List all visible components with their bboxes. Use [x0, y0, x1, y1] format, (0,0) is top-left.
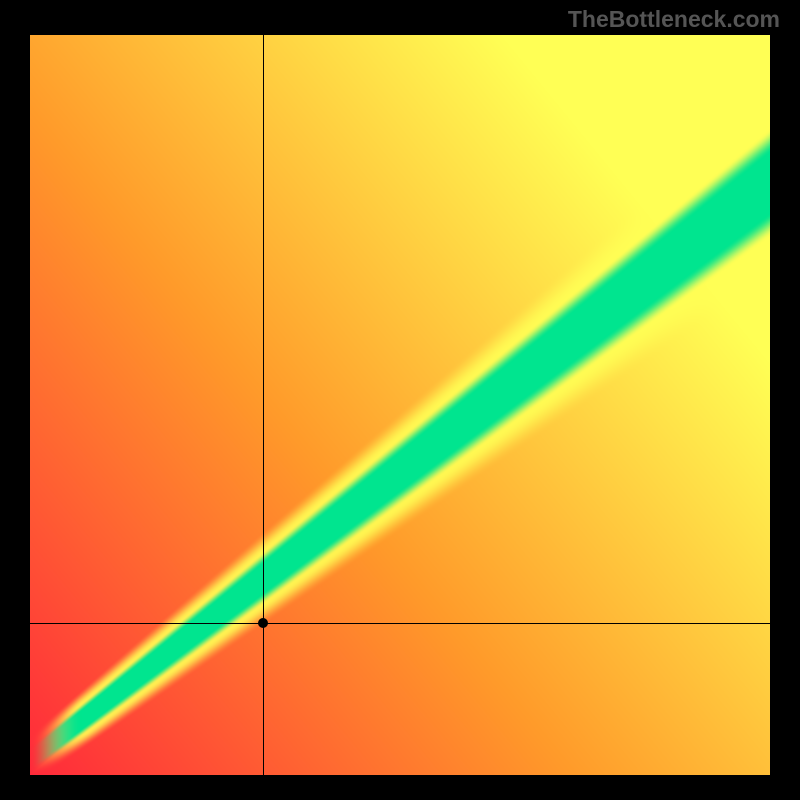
watermark-text: TheBottleneck.com — [568, 6, 780, 33]
selected-point-marker[interactable] — [258, 618, 268, 628]
crosshair-horizontal — [30, 623, 770, 624]
heatmap-plot — [30, 35, 770, 775]
crosshair-vertical — [263, 35, 264, 775]
heatmap-canvas — [30, 35, 770, 775]
